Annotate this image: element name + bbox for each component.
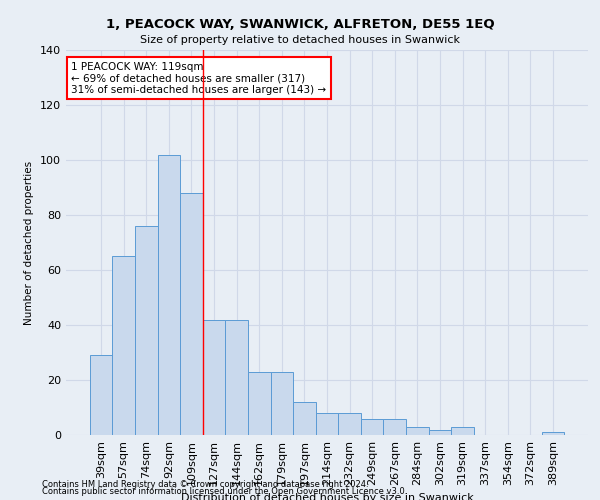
Bar — [383, 418, 406, 435]
Bar — [180, 193, 203, 435]
Bar — [158, 154, 180, 435]
Bar — [316, 413, 338, 435]
Bar — [226, 320, 248, 435]
Y-axis label: Number of detached properties: Number of detached properties — [25, 160, 34, 324]
Bar — [112, 256, 135, 435]
Bar — [293, 402, 316, 435]
Text: Size of property relative to detached houses in Swanwick: Size of property relative to detached ho… — [140, 35, 460, 45]
Bar — [135, 226, 158, 435]
Bar — [406, 427, 428, 435]
Bar — [338, 413, 361, 435]
Bar — [90, 355, 112, 435]
Bar — [271, 372, 293, 435]
Text: Contains HM Land Registry data © Crown copyright and database right 2024.: Contains HM Land Registry data © Crown c… — [42, 480, 368, 489]
Text: Contains public sector information licensed under the Open Government Licence v3: Contains public sector information licen… — [42, 487, 407, 496]
Bar — [361, 418, 383, 435]
Bar — [428, 430, 451, 435]
Text: 1, PEACOCK WAY, SWANWICK, ALFRETON, DE55 1EQ: 1, PEACOCK WAY, SWANWICK, ALFRETON, DE55… — [106, 18, 494, 30]
Bar — [451, 427, 474, 435]
Bar — [248, 372, 271, 435]
Bar — [203, 320, 226, 435]
Bar — [542, 432, 564, 435]
Text: 1 PEACOCK WAY: 119sqm
← 69% of detached houses are smaller (317)
31% of semi-det: 1 PEACOCK WAY: 119sqm ← 69% of detached … — [71, 62, 326, 95]
X-axis label: Distribution of detached houses by size in Swanwick: Distribution of detached houses by size … — [181, 494, 473, 500]
